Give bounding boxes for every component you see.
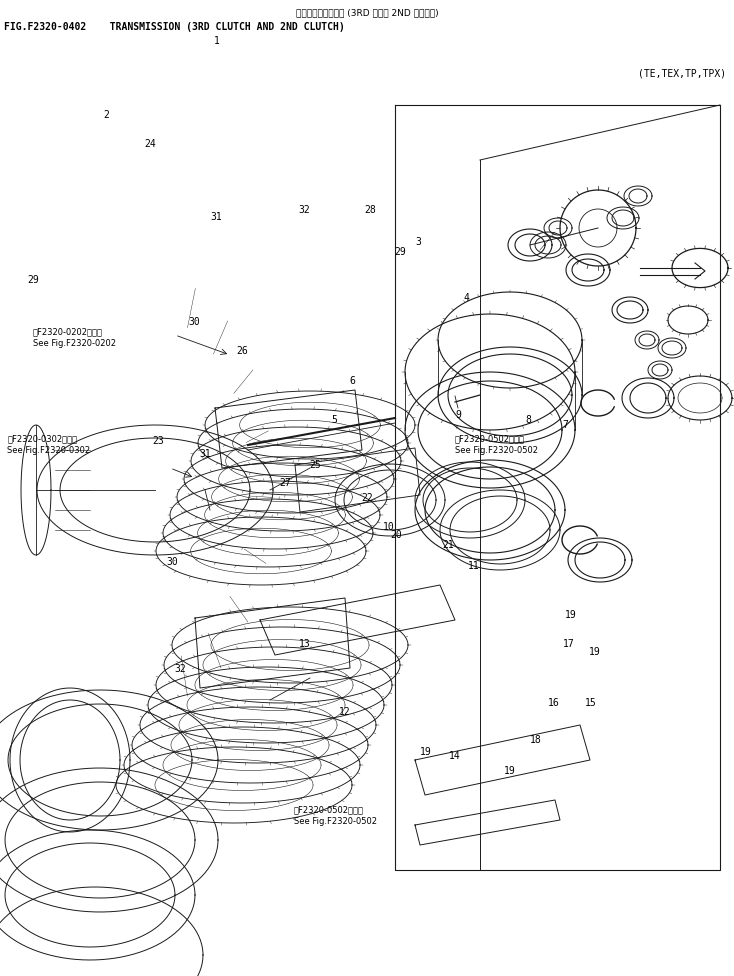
Text: 8: 8 [526,415,531,425]
Text: 29: 29 [394,247,406,257]
Text: 7: 7 [562,420,568,429]
Text: 1: 1 [214,36,219,46]
Text: 23: 23 [152,436,164,446]
Text: 12: 12 [339,708,351,717]
Text: 28: 28 [365,205,377,215]
Text: 15: 15 [585,698,597,708]
Text: 25: 25 [310,460,321,469]
Text: 9: 9 [456,410,462,420]
Text: (TE,TEX,TP,TPX): (TE,TEX,TP,TPX) [638,68,726,78]
Text: FIG.F2320-0402    TRANSMISSION (3RD CLUTCH AND 2ND CLUTCH): FIG.F2320-0402 TRANSMISSION (3RD CLUTCH … [4,22,345,32]
Text: 29: 29 [27,275,39,285]
Text: 第F2320-0502図参照
See Fig.F2320-0502: 第F2320-0502図参照 See Fig.F2320-0502 [294,805,377,826]
Text: 27: 27 [279,478,291,488]
Text: 19: 19 [504,766,516,776]
Text: 32: 32 [174,664,186,673]
Text: 第F2320-0502図参照
See Fig.F2320-0502: 第F2320-0502図参照 See Fig.F2320-0502 [455,434,538,455]
Text: 16: 16 [548,698,560,708]
Text: 31: 31 [200,449,211,459]
Text: 17: 17 [563,639,575,649]
Text: 20: 20 [390,530,402,540]
Text: 19: 19 [420,747,432,756]
Text: 30: 30 [167,557,178,567]
Text: トランスミッション (3RD オヨビ 2ND クラッチ): トランスミッション (3RD オヨビ 2ND クラッチ) [296,8,438,17]
Text: 第F2320-0302図参照
See Fig.F2320-0302: 第F2320-0302図参照 See Fig.F2320-0302 [7,434,90,455]
Text: 10: 10 [383,522,395,532]
Text: 19: 19 [589,647,600,657]
Text: 4: 4 [463,293,469,303]
Text: 11: 11 [468,561,479,571]
Text: 24: 24 [145,140,156,149]
Text: 31: 31 [211,212,222,222]
Text: 22: 22 [361,493,373,503]
Text: 21: 21 [442,540,454,549]
Text: 26: 26 [236,346,248,356]
Text: 2: 2 [103,110,109,120]
Text: 6: 6 [349,376,355,386]
Text: 5: 5 [331,415,337,425]
Text: 19: 19 [565,610,577,620]
Text: 14: 14 [449,752,461,761]
Text: 3: 3 [415,237,421,247]
Text: 18: 18 [530,735,542,745]
Text: 30: 30 [189,317,200,327]
Text: 13: 13 [299,639,310,649]
Text: 第F2320-0202図参照
See Fig.F2320-0202: 第F2320-0202図参照 See Fig.F2320-0202 [33,327,116,347]
Text: 32: 32 [299,205,310,215]
